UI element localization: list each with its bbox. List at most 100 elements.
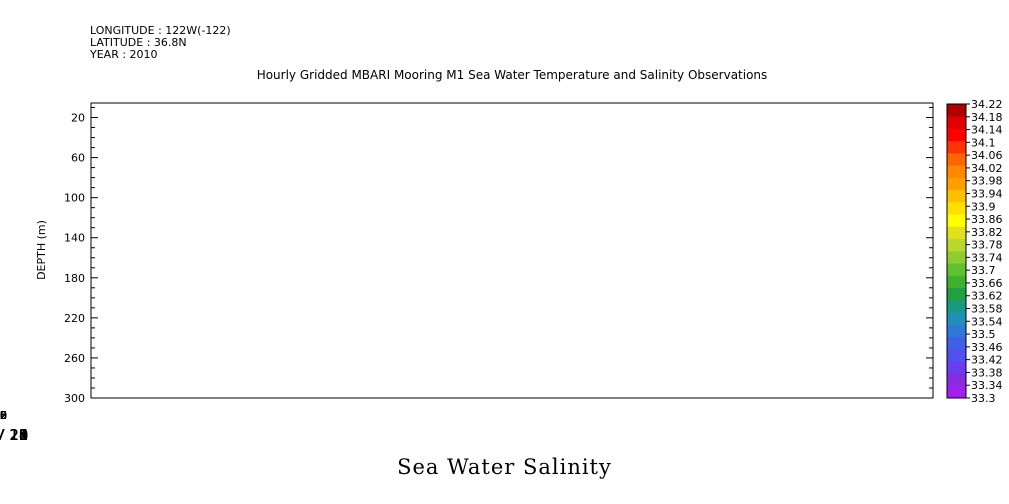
colorbar-swatch [947, 287, 966, 301]
colorbar-swatch [947, 275, 966, 289]
x-hour-tick-label: 00 [0, 409, 7, 422]
colorbar-swatch [947, 336, 966, 350]
x-hour-tick-label: 06 [0, 409, 7, 422]
x-hour-tick-label: 12 [0, 409, 7, 422]
x-hour-tick-label: 06 [0, 409, 7, 422]
colorbar-swatch [947, 312, 966, 325]
x-day-label: NOV 24 [0, 426, 28, 444]
colorbar-label: 33.5 [971, 328, 996, 341]
colorbar: 33.333.3433.3833.4233.4633.533.5433.5833… [946, 98, 1003, 405]
colorbar-swatch [947, 140, 966, 154]
colorbar-swatch [947, 226, 966, 240]
colorbar-label: 33.98 [971, 175, 1003, 188]
x-hour-tick-label: 06 [0, 409, 7, 422]
x-day-label: NOV 19 [0, 426, 28, 444]
x-hour-tick-label: 06 [0, 409, 7, 422]
x-hour-tick-label: 18 [0, 409, 7, 422]
y-tick-label: 300 [64, 392, 85, 405]
colorbar-swatch [947, 251, 966, 264]
x-hour-tick-label: 18 [0, 409, 7, 422]
x-hour-tick-label: 18 [0, 409, 7, 422]
plot-frame [90, 102, 934, 399]
y-tick-label: 180 [64, 272, 85, 285]
x-hour-tick-label: 18 [0, 409, 7, 422]
x-hour-tick-label: 06 [0, 409, 7, 422]
colorbar-swatch [947, 177, 966, 191]
x-hour-tick-label: 06 [0, 409, 7, 422]
colorbar-label: 34.06 [971, 149, 1003, 162]
colorbar-label: 33.54 [971, 315, 1003, 328]
x-day-label: NOV 23 [0, 426, 28, 444]
colorbar-swatch [947, 214, 966, 227]
x-day-label: NOV 20 [0, 426, 28, 444]
colorbar-swatch [947, 128, 966, 142]
x-hour-tick-label: 18 [0, 409, 7, 422]
colorbar-frame [946, 103, 967, 399]
y-tick-label: 100 [64, 192, 85, 205]
y-tick-label: 60 [71, 152, 85, 165]
y-tick-label: 260 [64, 352, 85, 365]
colorbar-label: 34.14 [971, 124, 1003, 137]
y-tick-label: 220 [64, 312, 85, 325]
y-tick-label: 20 [71, 112, 85, 125]
colorbar-swatch [947, 104, 966, 117]
colorbar-label: 33.7 [971, 264, 996, 277]
colorbar-swatch [947, 238, 966, 252]
colorbar-swatch [947, 349, 966, 362]
colorbar-label: 34.18 [971, 111, 1003, 124]
x-hour-tick-label: 12 [0, 409, 7, 422]
colorbar-label: 33.82 [971, 226, 1003, 239]
y-tick-label: 140 [64, 232, 85, 245]
x-hour-tick-label: 12 [0, 409, 7, 422]
colorbar-label: 33.46 [971, 341, 1003, 354]
x-hour-tick-label: 00 [0, 409, 7, 422]
x-hour-tick-label: 12 [0, 409, 7, 422]
colorbar-swatch [947, 189, 966, 203]
colorbar-swatch [947, 385, 966, 399]
colorbar-label: 33.86 [971, 213, 1003, 226]
year-label: YEAR : 2010 [90, 48, 158, 61]
colorbar-swatch [947, 263, 966, 276]
longitude-label: LONGITUDE : 122W(-122) [90, 24, 231, 37]
x-hour-tick-label: 00 [0, 409, 7, 422]
x-hour-tick-label: 06 [0, 409, 7, 422]
x-hour-tick-label: 00 [0, 409, 7, 422]
colorbar-swatch [947, 300, 966, 313]
colorbar-swatch [947, 153, 966, 166]
colorbar-label: 34.02 [971, 162, 1003, 175]
x-hour-tick-label: 00 [0, 409, 7, 422]
x-hour-tick-label: 00 [0, 409, 7, 422]
colorbar-label: 33.78 [971, 239, 1003, 252]
colorbar-label: 33.58 [971, 303, 1003, 316]
colorbar-label: 33.38 [971, 366, 1003, 379]
colorbar-swatch [947, 324, 966, 338]
colorbar-label: 33.34 [971, 379, 1003, 392]
x-day-label: NOV 18 [0, 426, 28, 444]
chart-title: Hourly Gridded MBARI Mooring M1 Sea Wate… [256, 68, 768, 82]
latitude-label: LATITUDE : 36.8N [90, 36, 187, 49]
x-hour-tick-label: 12 [0, 409, 7, 422]
x-day-label: NOV 25 [0, 426, 28, 444]
colorbar-label: 33.9 [971, 200, 996, 213]
colorbar-swatch [947, 373, 966, 387]
colorbar-label: 33.42 [971, 354, 1003, 367]
x-hour-tick-label: 12 [0, 409, 7, 422]
x-day-label: NOV 22 [0, 426, 28, 444]
x-day-label: NOV 21 [0, 426, 28, 444]
colorbar-swatch [947, 116, 966, 129]
colorbar-label: 34.22 [971, 98, 1003, 111]
x-hour-tick-label: 18 [0, 409, 7, 422]
x-hour-tick-label: 18 [0, 409, 7, 422]
colorbar-swatch [947, 361, 966, 374]
colorbar-label: 33.3 [971, 392, 996, 405]
colorbar-label: 33.62 [971, 290, 1003, 303]
variable-title: Sea Water Salinity [397, 455, 612, 479]
axis-layer: 1218000612180006121800061218000612180006… [0, 107, 933, 444]
colorbar-swatch [947, 165, 966, 178]
colorbar-label: 33.66 [971, 277, 1003, 290]
x-hour-tick-label: 00 [0, 409, 7, 422]
y-axis-label: DEPTH (m) [35, 220, 48, 280]
colorbar-label: 33.74 [971, 251, 1003, 264]
colorbar-label: 33.94 [971, 187, 1003, 200]
